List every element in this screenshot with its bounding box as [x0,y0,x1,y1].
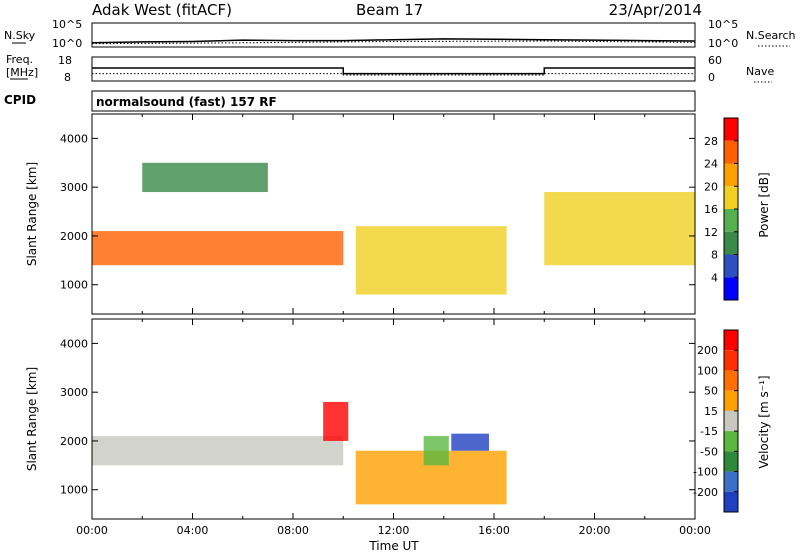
colorbar-swatch [724,118,738,141]
date-title: 23/Apr/2014 [609,1,702,19]
nsearch-label: N.Search [746,29,796,42]
y-tick-label: 1000 [60,484,88,497]
colorbar-tick-label: 15 [704,405,718,418]
colorbar-frame [723,329,739,513]
colorbar-tick-label: 20 [704,180,718,193]
nave-label: Nave [746,65,774,78]
colorbar-tick-label: 8 [711,249,718,262]
y-tick-label: 3000 [60,386,88,399]
y-tick-label: 2000 [60,435,88,448]
heatmap-feature [323,401,349,441]
heatmap-feature [142,162,268,193]
freq-series [92,67,695,76]
time-axis-label: Time UT [368,539,419,553]
colorbar-tick-label: 16 [704,203,718,216]
x-tick-label: 16:00 [478,524,510,537]
colorbar-swatch [724,431,738,452]
freq-panel-frame [91,56,696,82]
colorbar-swatch [724,451,738,472]
heatmap-feature [423,436,449,466]
noise-series [91,38,696,45]
colorbar-tick-label: 4 [711,271,718,284]
beam-title: Beam 17 [356,1,423,19]
velocity-heatmap [92,401,507,505]
cpid-label: CPID [4,93,36,107]
colorbar-swatch [724,254,738,278]
noise-series-line [91,40,696,45]
time-axis: 00:00 04:00 08:00 12:00 16:00 20:00 00:00 [76,524,711,537]
power-colorbar-label: Power [dB] [757,172,771,237]
nave-tick-low: 0 [708,71,715,84]
heatmap-feature [355,226,507,295]
y-tick-label: 4000 [60,132,88,145]
noise-series-line [91,38,696,44]
colorbar-swatch [724,140,738,164]
nsky-tick-high: 10^5 [52,18,82,31]
power-axes: 1000 2000 3000 4000 [60,114,696,314]
x-tick-label: 00:00 [76,524,108,537]
colorbar-swatch [724,231,738,255]
noise-panel-frame [91,22,696,48]
x-tick-label: 00:00 [679,524,711,537]
x-tick-label: 20:00 [579,524,611,537]
x-tick-label: 04:00 [177,524,209,537]
heatmap-feature [92,231,344,266]
cpid-text: normalsound (fast) 157 RF [96,95,277,109]
colorbar-tick-label: 28 [704,135,718,148]
heatmap-feature [92,436,344,466]
y-tick-label: 2000 [60,230,88,243]
colorbar-swatch [724,209,738,232]
freq-series-line [92,67,695,75]
velocity-axes: 1000 2000 3000 4000 [60,319,696,519]
power-heatmap [92,162,695,295]
power-colorbar: 28 24 20 16 12 8 4 [704,117,739,301]
freq-label-1: Freq. [6,53,33,66]
velocity-ylabel: Slant Range [km] [25,367,39,471]
heatmap-feature [544,192,695,266]
colorbar-swatch [724,491,738,512]
freq-tick-low: 8 [64,71,71,84]
nsearch-tick-high: 10^5 [708,18,738,31]
colorbar-swatch [724,390,738,411]
y-tick-label: 1000 [60,279,88,292]
nsearch-tick-low: 10^0 [708,37,738,50]
freq-series-line [92,73,695,76]
colorbar-swatch [724,471,738,492]
freq-label-2: [MHz] [6,66,38,79]
nsky-label: N.Sky [4,29,36,42]
colorbar-swatch [724,350,738,371]
colorbar-tick-label: -100 [693,466,718,479]
colorbar-swatch [724,410,738,432]
colorbar-tick-label: 200 [697,344,718,357]
colorbar-tick-label: -200 [693,486,718,499]
velocity-colorbar: 200 100 50 15 -15 -50 -100 -200 [693,329,739,513]
colorbar-swatch [724,163,738,187]
colorbar-tick-label: 24 [704,158,718,171]
x-tick-label: 12:00 [378,524,410,537]
velocity-colorbar-label: Velocity [m s⁻¹] [757,375,771,468]
x-tick-label: 08:00 [277,524,309,537]
freq-tick-high: 18 [58,54,72,67]
colorbar-tick-label: -50 [700,445,718,458]
nave-tick-high: 60 [708,54,722,67]
colorbar-tick-label: 100 [697,364,718,377]
colorbar-swatch [724,186,738,209]
station-title: Adak West (fitACF) [92,1,232,19]
colorbar-swatch [724,370,738,391]
nsky-tick-low: 10^0 [52,37,82,50]
heatmap-feature [451,433,489,451]
y-tick-label: 3000 [60,181,88,194]
y-tick-label: 4000 [60,337,88,350]
colorbar-tick-label: 50 [704,385,718,398]
power-ylabel: Slant Range [km] [25,162,39,266]
colorbar-swatch [724,330,738,351]
cpid-panel-frame [91,90,696,112]
colorbar-swatch [724,277,738,300]
colorbar-tick-label: -15 [700,425,718,438]
colorbar-tick-label: 12 [704,226,718,239]
